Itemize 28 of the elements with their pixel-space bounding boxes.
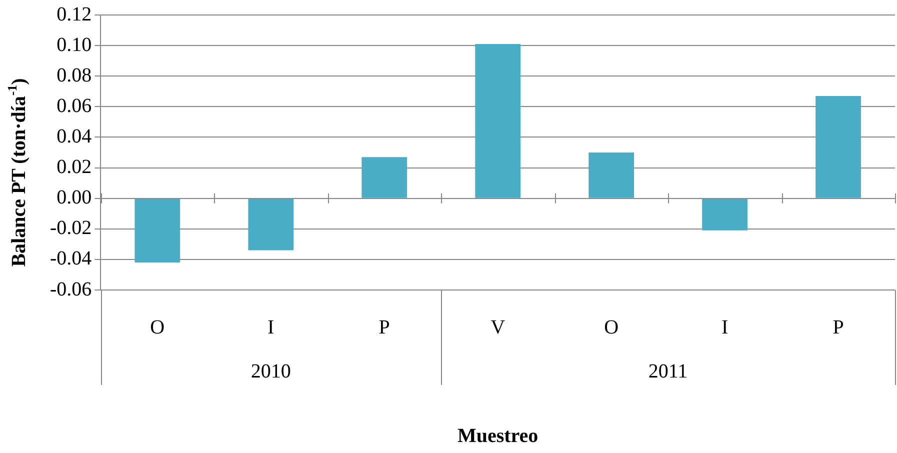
y-axis-title: Balance PT (ton·día-1) (4, 78, 30, 267)
y-tick-label: 0.04 (56, 125, 92, 148)
y-tick-label: 0.00 (56, 186, 92, 209)
y-tick-label: 0.12 (56, 3, 92, 26)
y-tick-label: 0.08 (56, 64, 92, 86)
y-tick-label: 0.06 (56, 94, 92, 117)
x-tick-label: I (268, 316, 274, 338)
bar (362, 157, 408, 198)
bar (248, 198, 294, 250)
bar (588, 152, 634, 198)
y-tick-label: 0.10 (56, 34, 92, 56)
bar (702, 198, 748, 230)
x-tick-label: O (150, 316, 165, 338)
x-tick-label: P (832, 316, 844, 338)
text: 2011 (648, 360, 688, 382)
y-tick-label: 0.02 (56, 156, 92, 178)
x-tick-label: O (604, 316, 619, 338)
y-tick-label: -0.02 (50, 217, 92, 240)
bar (134, 198, 180, 262)
bar (816, 96, 861, 198)
x-tick-label: P (378, 316, 390, 338)
x-tick-label: I (721, 316, 728, 338)
text: 2010 (250, 360, 291, 382)
x-tick-label: V (490, 316, 506, 338)
y-tick-label: -0.04 (50, 248, 92, 270)
bar (475, 44, 521, 198)
x-axis-title: Muestreo (457, 425, 538, 448)
y-tick-label: -0.06 (50, 278, 92, 300)
